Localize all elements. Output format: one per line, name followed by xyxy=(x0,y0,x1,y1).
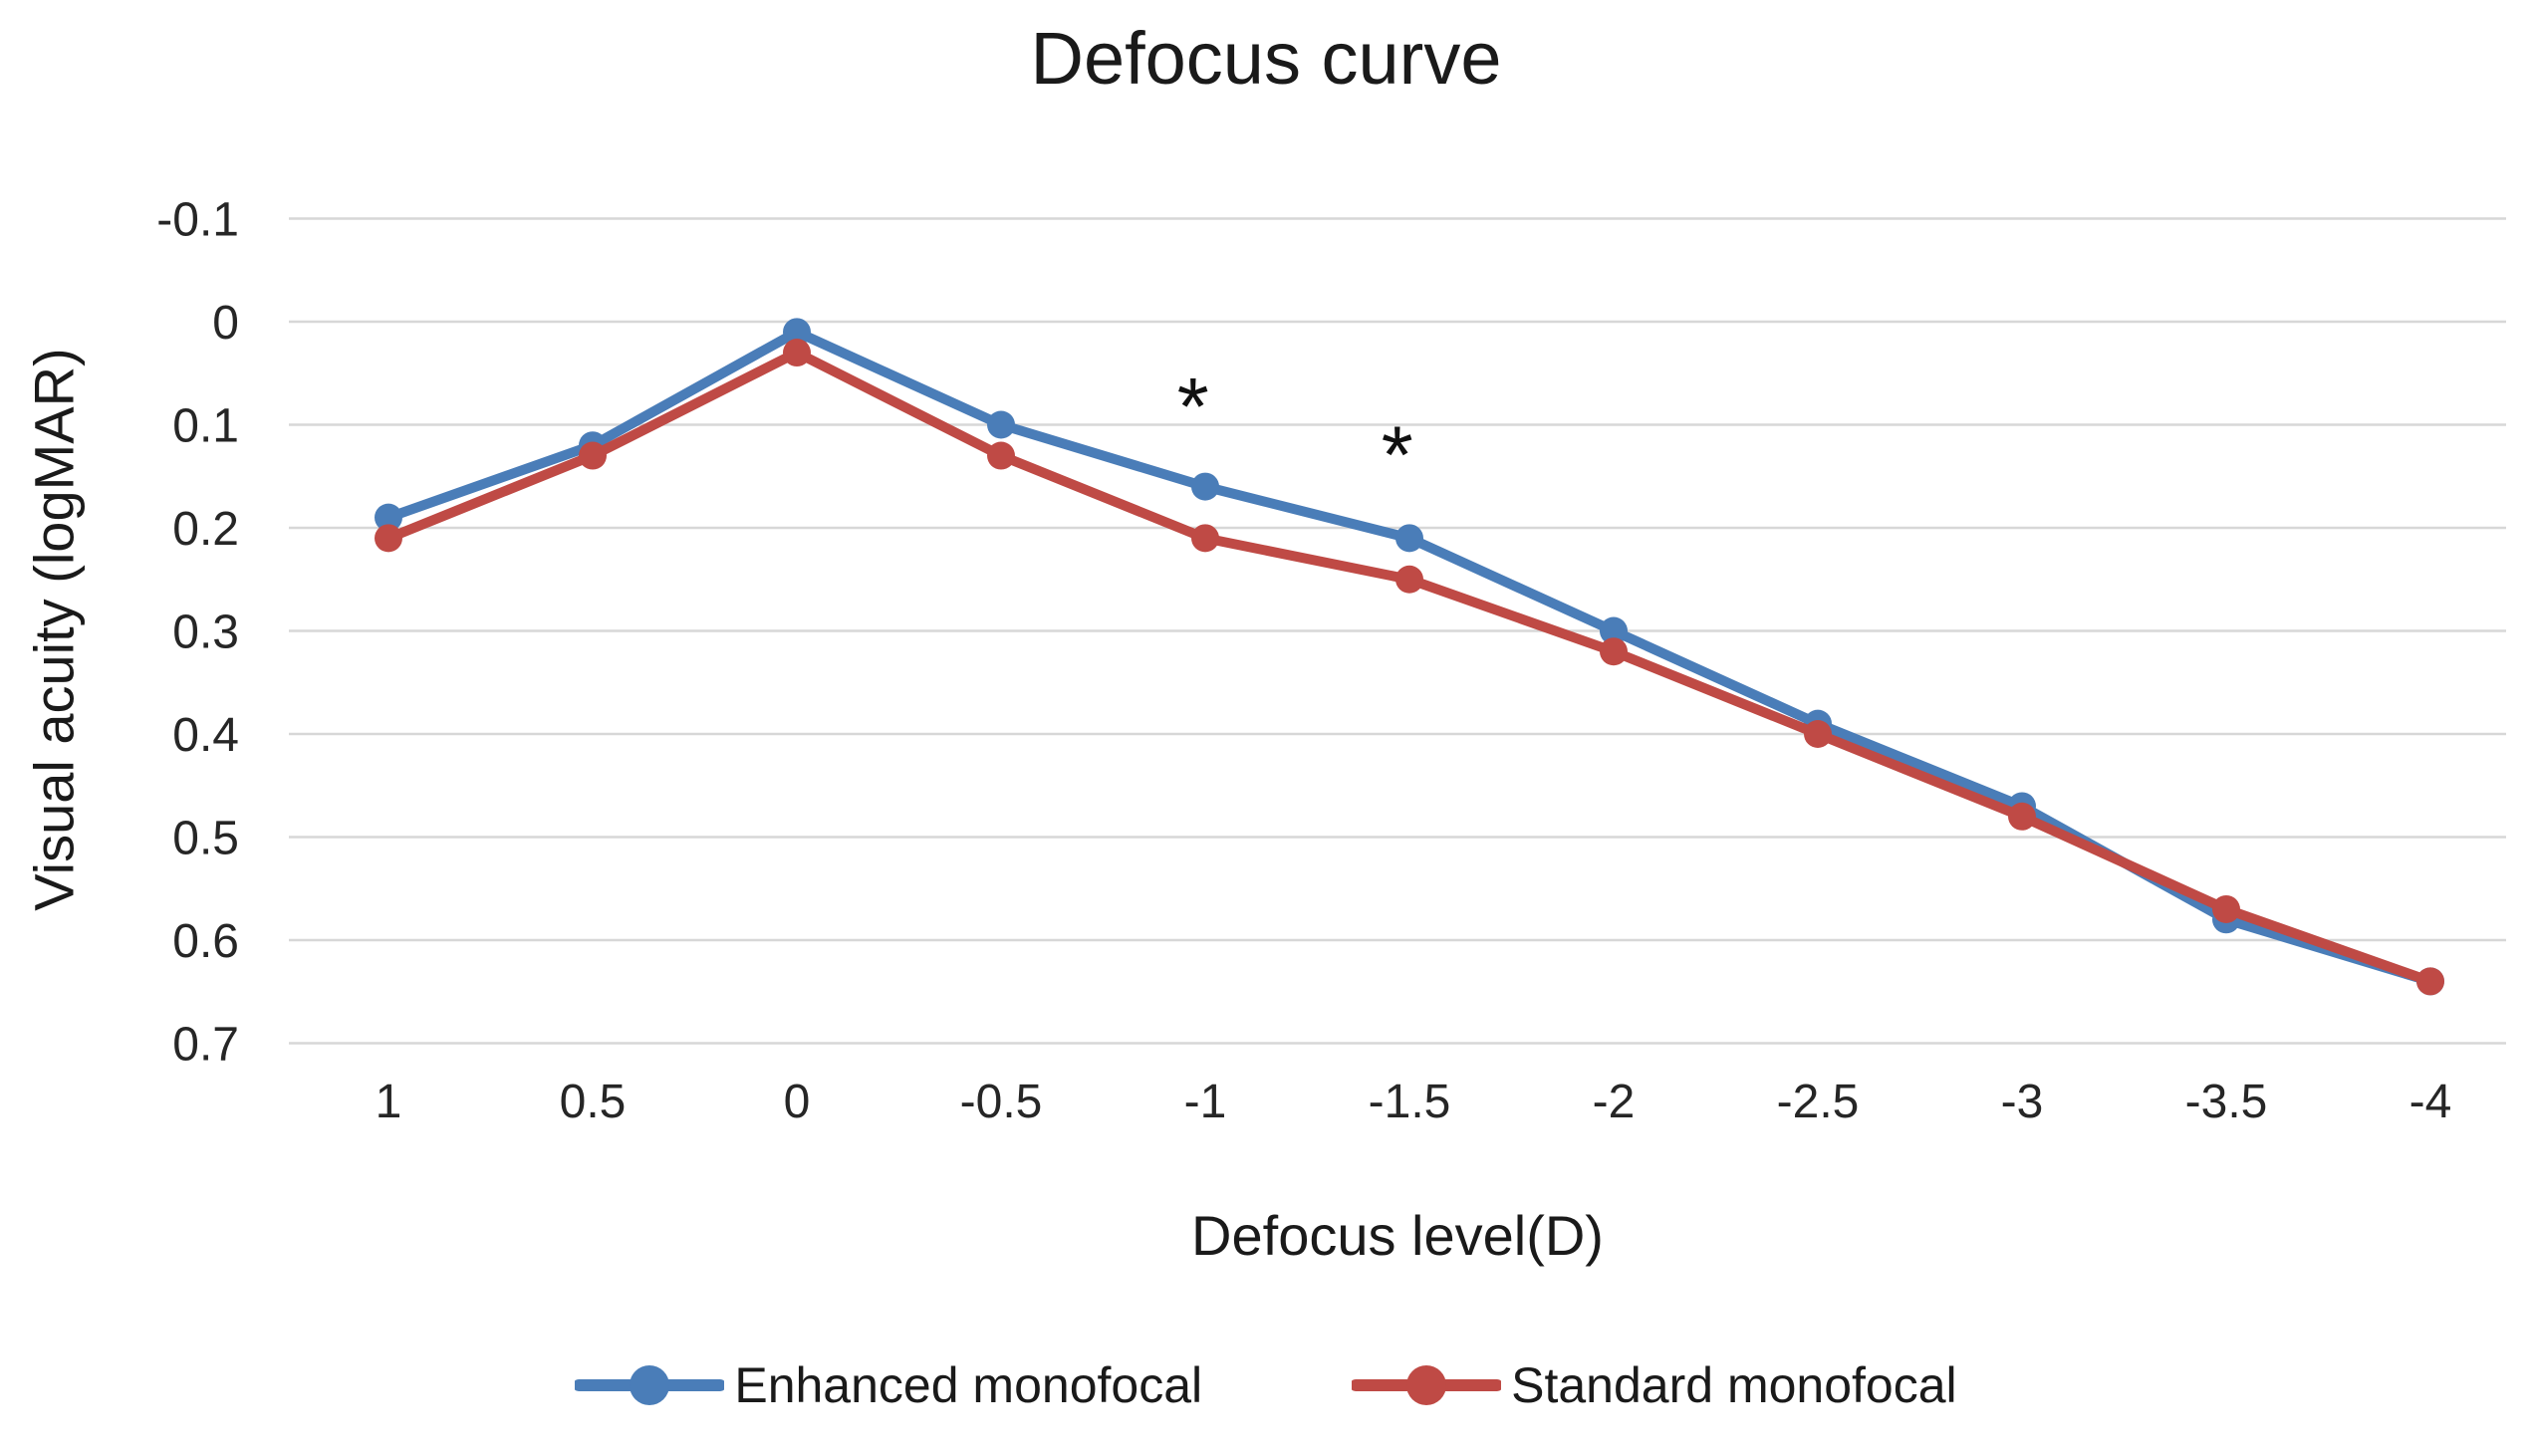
legend-item-standard: Standard monofocal xyxy=(1352,1356,1957,1414)
data-point-marker xyxy=(1600,637,1628,666)
x-tick-label: -1.5 xyxy=(1369,1076,1451,1128)
data-point-marker xyxy=(783,339,811,367)
x-tick-label: -3.5 xyxy=(2185,1076,2268,1128)
y-tick-label: 0.6 xyxy=(172,915,239,968)
data-point-marker xyxy=(1395,524,1423,553)
data-point-marker xyxy=(987,441,1015,470)
data-point-marker xyxy=(1191,524,1219,553)
significance-asterisk: * xyxy=(1382,410,1413,501)
data-point-marker xyxy=(2008,802,2036,831)
data-point-marker xyxy=(1395,565,1423,594)
x-tick-label: -1 xyxy=(1184,1076,1227,1128)
line-marker-icon xyxy=(1352,1365,1502,1405)
data-point-marker xyxy=(1804,720,1832,748)
y-tick-label: 0.2 xyxy=(172,503,239,556)
x-tick-label: -3 xyxy=(2001,1076,2044,1128)
y-tick-label: 0.3 xyxy=(172,607,239,659)
data-point-marker xyxy=(1191,472,1219,501)
data-point-marker xyxy=(375,524,402,553)
line-marker-icon xyxy=(575,1365,725,1405)
y-tick-label: 0.1 xyxy=(172,400,239,453)
x-tick-label: 1 xyxy=(376,1076,402,1128)
y-tick-label: 0.7 xyxy=(172,1019,239,1072)
x-tick-label: -2 xyxy=(1593,1076,1636,1128)
y-tick-label: -0.1 xyxy=(156,194,239,247)
data-point-marker xyxy=(579,441,607,470)
x-tick-label: -0.5 xyxy=(960,1076,1043,1128)
data-point-marker xyxy=(375,503,402,532)
y-tick-label: 0.5 xyxy=(172,813,239,865)
y-tick-label: 0.4 xyxy=(172,709,239,762)
x-axis-label: Defocus level(D) xyxy=(1191,1204,1604,1267)
data-point-marker xyxy=(2416,967,2444,996)
x-tick-label: 0.5 xyxy=(560,1076,627,1128)
legend: Enhanced monofocal Standard monofocal xyxy=(0,1356,2532,1414)
significance-asterisk: * xyxy=(1177,362,1209,452)
data-point-marker xyxy=(2212,894,2240,923)
legend-item-enhanced: Enhanced monofocal xyxy=(575,1356,1202,1414)
x-tick-label: -4 xyxy=(2409,1076,2452,1128)
legend-label: Standard monofocal xyxy=(1511,1357,1957,1413)
data-point-marker xyxy=(987,410,1015,439)
x-tick-label: -2.5 xyxy=(1777,1076,1860,1128)
legend-label: Enhanced monofocal xyxy=(734,1357,1203,1413)
data-point-marker xyxy=(1600,616,1628,645)
chart-title: Defocus curve xyxy=(1030,17,1502,100)
y-tick-label: 0 xyxy=(212,297,239,350)
data-point-marker xyxy=(783,318,811,347)
x-tick-label: 0 xyxy=(784,1076,811,1128)
